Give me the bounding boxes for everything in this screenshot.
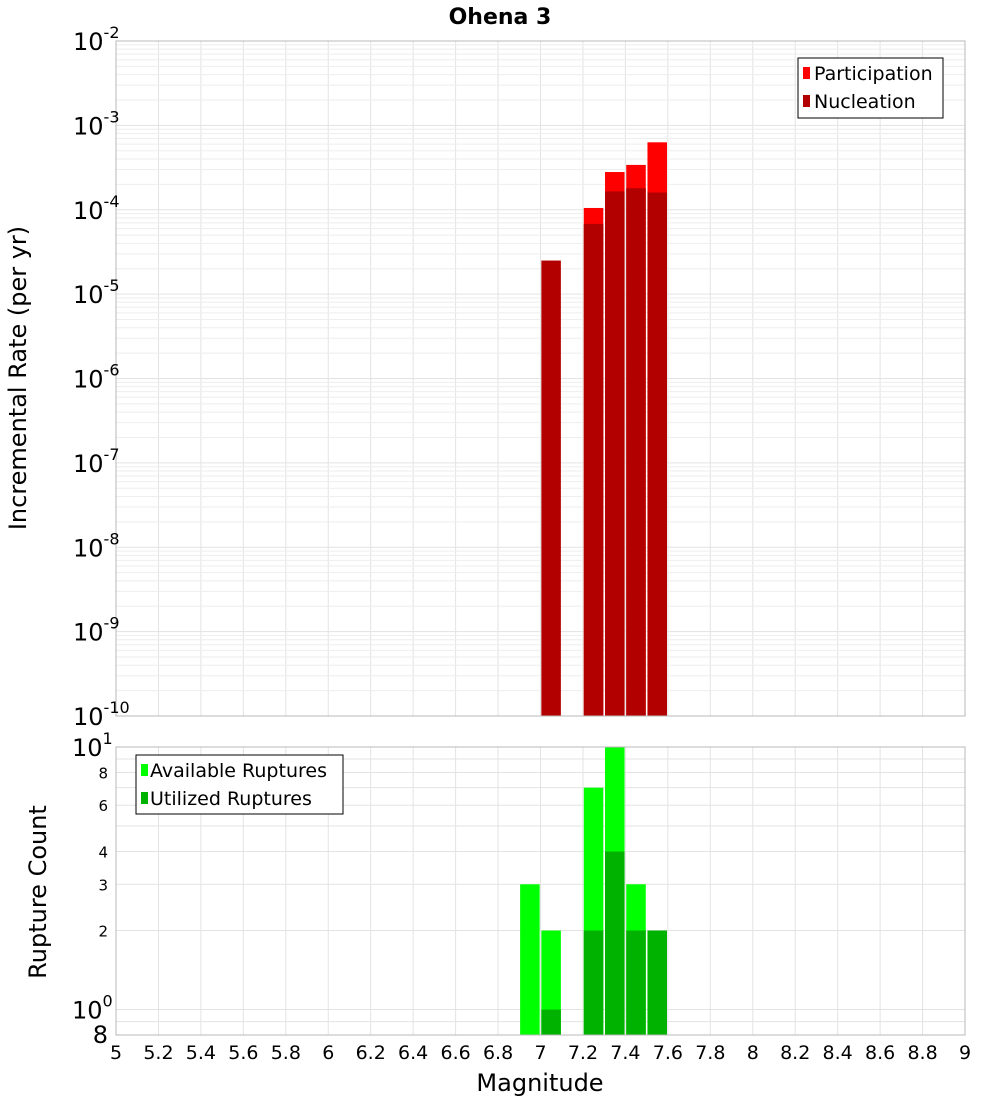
- x-tick-label: 6.6: [440, 1042, 470, 1064]
- x-tick-label: 6.8: [483, 1042, 513, 1064]
- x-tick-label: 8.2: [780, 1042, 810, 1064]
- x-tick-label: 5.6: [228, 1042, 258, 1064]
- nucleation-bar: [583, 223, 604, 716]
- utilized-ruptures-bar: [541, 1009, 561, 1035]
- available-ruptures-bar: [541, 930, 561, 1035]
- rate-bars: [541, 142, 668, 717]
- x-tick-label: 9: [959, 1042, 971, 1064]
- count-legend-swatch: [141, 764, 148, 776]
- rate-panel: 10-10 10-9 10-8 10-7 10-6 10-5 10-4 10-3 10-2 In…: [4, 23, 966, 731]
- x-ticks: 5 5.2 5.4 5.6 5.8 6 6.2 6.4 6.6 6.8 7 7.2 7.4 7.6 7.8 8…: [110, 1042, 971, 1064]
- rate-y-tick-label: 10-4: [73, 192, 120, 225]
- rate-y-tick-label: 10-9: [73, 614, 120, 647]
- x-tick-label: 7.6: [653, 1042, 683, 1064]
- utilized-ruptures-bar: [605, 851, 625, 1035]
- count-y-tick-label: 2: [98, 923, 108, 941]
- count-y-tick-label: 4: [98, 843, 108, 861]
- x-tick-label: 7: [534, 1042, 546, 1064]
- x-tick-label: 8.4: [823, 1042, 853, 1064]
- rate-y-tick-label: 10-7: [73, 445, 120, 478]
- x-tick-label: 6.4: [398, 1042, 428, 1064]
- utilized-ruptures-bar: [626, 930, 646, 1035]
- utilized-ruptures-bar: [583, 930, 604, 1035]
- count-y-tick-label: 100: [72, 992, 113, 1025]
- x-tick-label: 5: [110, 1042, 122, 1064]
- nucleation-bar: [605, 191, 625, 717]
- rate-y-tick-label: 10-6: [73, 361, 120, 394]
- rate-legend-label: Participation: [814, 63, 933, 85]
- x-tick-label: 6.2: [356, 1042, 386, 1064]
- rate-legend-swatch: [803, 67, 810, 79]
- rate-plot-frame: [115, 40, 966, 717]
- x-tick-label: 8.6: [865, 1042, 895, 1064]
- nucleation-bar: [647, 192, 668, 717]
- count-legend-label: Available Ruptures: [150, 760, 327, 782]
- rate-legend-swatch: [803, 95, 810, 107]
- available-ruptures-bar: [520, 884, 540, 1035]
- count-plot-frame: [115, 746, 966, 1036]
- x-tick-label: 7.4: [610, 1042, 640, 1064]
- x-tick-label: 6: [322, 1042, 334, 1064]
- count-y-tick-label: 101: [72, 729, 113, 762]
- count-y-tick-label: 8: [98, 764, 108, 782]
- count-legend-box: [135, 754, 344, 815]
- rate-grid: [115, 41, 966, 717]
- count-legend: Available Ruptures Utilized Ruptures: [135, 754, 344, 815]
- rate-y-tick-label: 10-10: [73, 698, 130, 731]
- utilized-ruptures-bar: [647, 930, 668, 1035]
- rate-y-tick-label: 10-2: [73, 23, 120, 56]
- chart-title: Ohena 3: [449, 5, 552, 30]
- count-legend-label: Utilized Ruptures: [150, 788, 312, 810]
- count-bars: [520, 747, 668, 1035]
- x-tick-label: 7.8: [695, 1042, 725, 1064]
- count-y-axis-label: Rupture Count: [24, 805, 52, 979]
- rate-y-tick-label: 10-8: [73, 529, 120, 562]
- x-tick-label: 5.4: [186, 1042, 216, 1064]
- rate-legend-box: [797, 57, 944, 119]
- rate-y-tick-label: 10-3: [73, 107, 120, 140]
- count-y-tick-label: 8: [93, 1021, 108, 1049]
- x-axis-label: Magnitude: [476, 1069, 603, 1097]
- x-tick-label: 8: [747, 1042, 759, 1064]
- count-y-tick-label: 6: [98, 797, 108, 815]
- count-y-tick-label: 3: [98, 876, 108, 894]
- nucleation-bar: [626, 188, 646, 717]
- count-legend-swatch: [141, 792, 148, 804]
- rate-y-axis-label: Incremental Rate (per yr): [4, 226, 32, 530]
- rate-y-tick-label: 10-5: [73, 276, 120, 309]
- rate-y-ticks: 10-10 10-9 10-8 10-7 10-6 10-5 10-4 10-3 10-2: [73, 23, 130, 731]
- x-tick-label: 7.2: [568, 1042, 598, 1064]
- x-tick-label: 8.8: [907, 1042, 937, 1064]
- x-tick-label: 5.8: [271, 1042, 301, 1064]
- rate-legend-label: Nucleation: [814, 91, 916, 113]
- nucleation-bar: [541, 260, 561, 716]
- rate-legend: Participation Nucleation: [797, 57, 944, 119]
- x-tick-label: 5.2: [143, 1042, 173, 1064]
